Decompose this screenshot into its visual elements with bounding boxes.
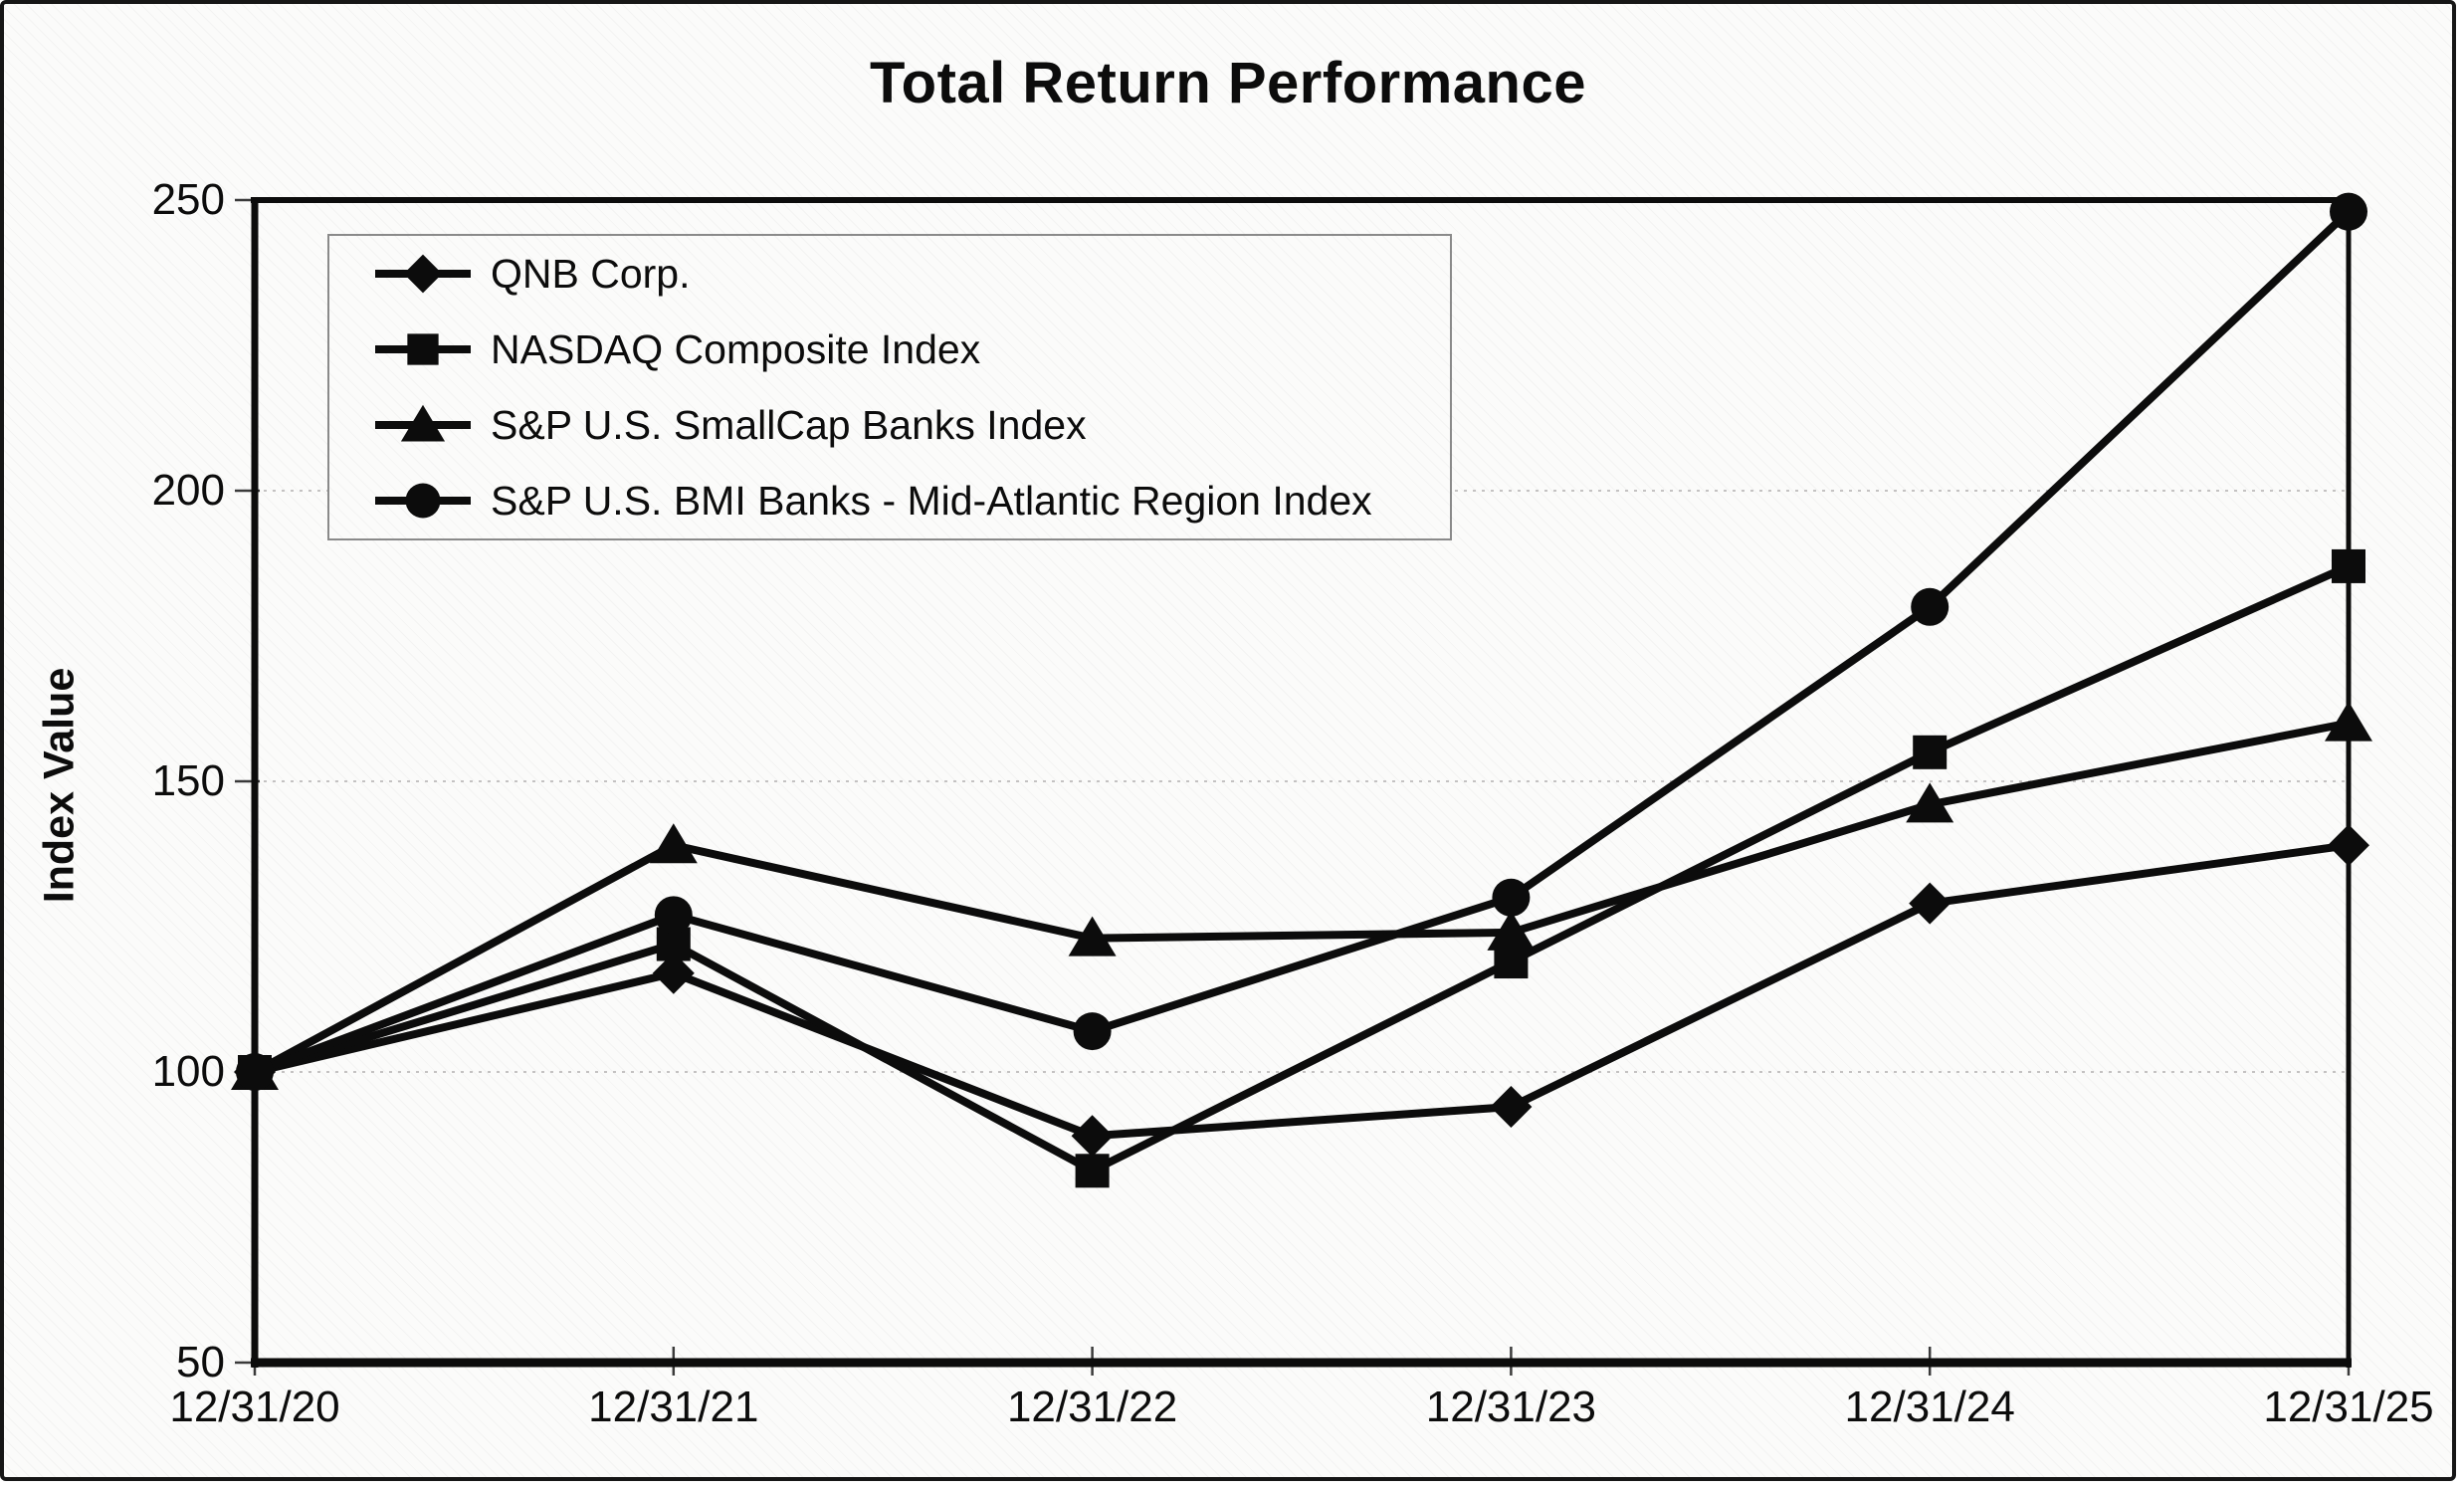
triangle-marker-icon — [400, 404, 446, 442]
legend: QNB Corp. NASDAQ Composite Index S&P U.S. … — [327, 234, 1452, 540]
square-marker-icon — [1075, 1154, 1110, 1188]
square-marker-icon — [2332, 548, 2365, 583]
series-line-0 — [254, 841, 2350, 1141]
square-marker-icon — [1913, 735, 1948, 769]
x-tick-label-5: 12/31/25 — [2263, 1383, 2434, 1431]
square-marker-icon — [407, 333, 439, 365]
triangle-marker-icon — [2325, 701, 2372, 742]
series-line-2 — [253, 719, 2350, 1076]
circle-legend-marker-icon — [375, 483, 471, 519]
legend-item-3: S&P U.S. BMI Banks - Mid-Atlantic Region… — [329, 463, 1450, 538]
diamond-marker-icon — [1909, 882, 1951, 925]
triangle-marker-icon — [649, 823, 698, 864]
series-line-1 — [253, 562, 2351, 1175]
plot-area — [231, 192, 2372, 1376]
x-tick-label-1: 12/31/21 — [588, 1383, 759, 1431]
legend-item-1: NASDAQ Composite Index — [329, 312, 1450, 387]
diamond-marker-icon — [2328, 824, 2369, 867]
diamond-legend-marker-icon — [375, 254, 471, 294]
legend-label-3: S&P U.S. BMI Banks - Mid-Atlantic Region… — [491, 477, 1372, 524]
y-tick-label-150: 150 — [151, 756, 225, 805]
series-line-3 — [253, 208, 2352, 1076]
x-tick-label-2: 12/31/22 — [1006, 1383, 1178, 1431]
triangle-marker-icon — [1906, 782, 1954, 823]
chart-title: Total Return Performance — [870, 51, 1586, 115]
legend-item-2: S&P U.S. SmallCap Banks Index — [329, 387, 1450, 463]
triangle-marker-icon — [1068, 916, 1117, 957]
triangle-marker-icon — [1487, 910, 1536, 951]
legend-label-0: QNB Corp. — [491, 250, 691, 297]
x-tick-label-3: 12/31/23 — [1425, 1383, 1597, 1431]
triangle-legend-marker-icon — [375, 404, 471, 442]
diamond-marker-icon — [652, 952, 695, 994]
circle-marker-icon — [1492, 878, 1531, 917]
circle-marker-icon — [654, 896, 693, 935]
diamond-marker-icon — [1071, 1115, 1114, 1158]
y-tick-label-200: 200 — [151, 466, 225, 515]
legend-label-2: S&P U.S. SmallCap Banks Index — [491, 401, 1087, 448]
x-tick-label-0: 12/31/20 — [169, 1383, 340, 1431]
circle-marker-icon — [236, 1053, 274, 1091]
diamond-marker-icon — [403, 254, 443, 294]
circle-marker-icon — [2330, 192, 2367, 231]
circle-marker-icon — [1073, 1012, 1112, 1051]
x-tick-label-4: 12/31/24 — [1844, 1383, 2015, 1431]
diamond-marker-icon — [1490, 1086, 1533, 1129]
legend-label-1: NASDAQ Composite Index — [491, 325, 981, 372]
y-tick-label-50: 50 — [176, 1338, 225, 1386]
y-tick-label-100: 100 — [151, 1047, 225, 1096]
legend-item-0: QNB Corp. — [329, 236, 1450, 312]
circle-marker-icon — [1911, 587, 1950, 626]
circle-marker-icon — [405, 483, 441, 519]
square-legend-marker-icon — [375, 333, 471, 365]
y-tick-label-250: 250 — [151, 175, 225, 224]
